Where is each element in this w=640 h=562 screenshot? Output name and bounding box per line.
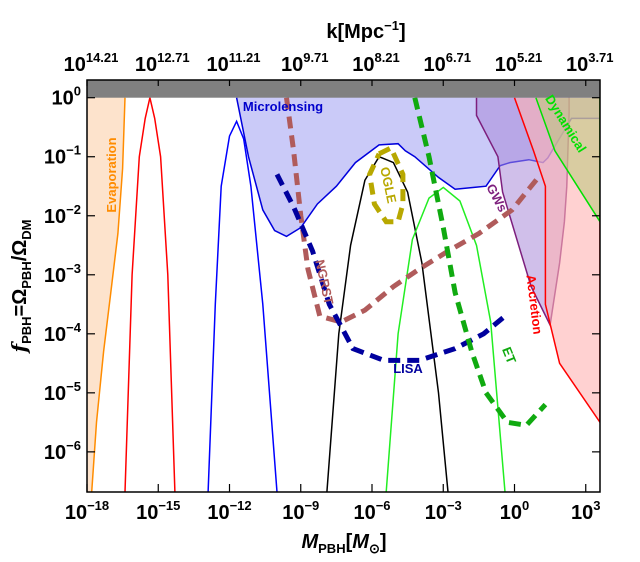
region-boundary-evaporation: [90, 97, 126, 492]
region-evaporation: [87, 80, 125, 492]
x-tick-label: 103: [571, 498, 600, 524]
x-axis-label: MPBH[M⊙]: [301, 531, 386, 556]
top-tick-label: 109.71: [281, 50, 329, 76]
annotation-evaporation: Evaporation: [104, 137, 119, 212]
y-axis-ticks: 100 10−1 10−2 10−3 10−4 10−5 10−6: [44, 84, 600, 464]
forecast-series: [124, 97, 548, 492]
excluded-band: [87, 80, 600, 98]
top-tick-label: 1012.71: [135, 50, 190, 76]
annotation-microlensing: Microlensing: [243, 99, 323, 114]
y-tick-label: 10−6: [44, 438, 81, 464]
x-tick-label: 100: [500, 498, 529, 524]
series-ogle: [367, 144, 406, 225]
annotation-accretion: Accretion: [523, 274, 545, 335]
top-axis-label: k[Mpc−1]: [326, 18, 405, 43]
y-tick-label: 10−5: [44, 379, 81, 405]
annotation-lisa: LISA: [393, 361, 423, 376]
series-ngrst: [284, 97, 541, 325]
top-tick-label: 105.21: [495, 50, 543, 76]
x-tick-label: 10−9: [282, 498, 319, 524]
y-tick-label: 10−4: [44, 320, 82, 346]
x-tick-label: 10−18: [65, 498, 109, 524]
y-tick-label: 10−2: [44, 202, 81, 228]
series-peak-blue: [207, 119, 278, 492]
plot-frame: [86, 79, 601, 493]
top-tick-label: 106.71: [423, 50, 471, 76]
y-tick-label: 10−3: [44, 261, 81, 287]
top-tick-label: 1014.21: [64, 50, 119, 76]
y-tick-label: 10−1: [44, 143, 81, 169]
y-tick-label: 100: [52, 84, 81, 110]
top-tick-label: 103.71: [566, 50, 614, 76]
top-tick-label: 108.21: [352, 50, 400, 76]
x-tick-label: 10−12: [207, 498, 251, 524]
series-peak-black: [326, 155, 449, 492]
region-boundary-dynamical: [535, 97, 600, 224]
constraint-regions: [87, 80, 600, 492]
region-boundary-accretion: [513, 97, 600, 424]
top-axis-ticks: 1014.21 1012.71 1011.21 109.71 108.21 106.71 1…: [64, 50, 614, 86]
annotation-et: ET: [499, 345, 519, 366]
x-axis-ticks: 10−18 10−15 10−12 10−9 10−6 10−3 100 103: [65, 484, 600, 524]
x-tick-label: 10−15: [136, 498, 180, 524]
y-axis-label: fPBH=ΩPBH/ΩDM: [7, 219, 34, 354]
x-tick-label: 10−6: [353, 498, 390, 524]
series-et: [412, 97, 548, 428]
region-dynamical: [535, 97, 600, 222]
x-tick-label: 10−3: [425, 498, 462, 524]
series-peak-green: [385, 186, 506, 492]
top-tick-label: 1011.21: [206, 50, 260, 76]
